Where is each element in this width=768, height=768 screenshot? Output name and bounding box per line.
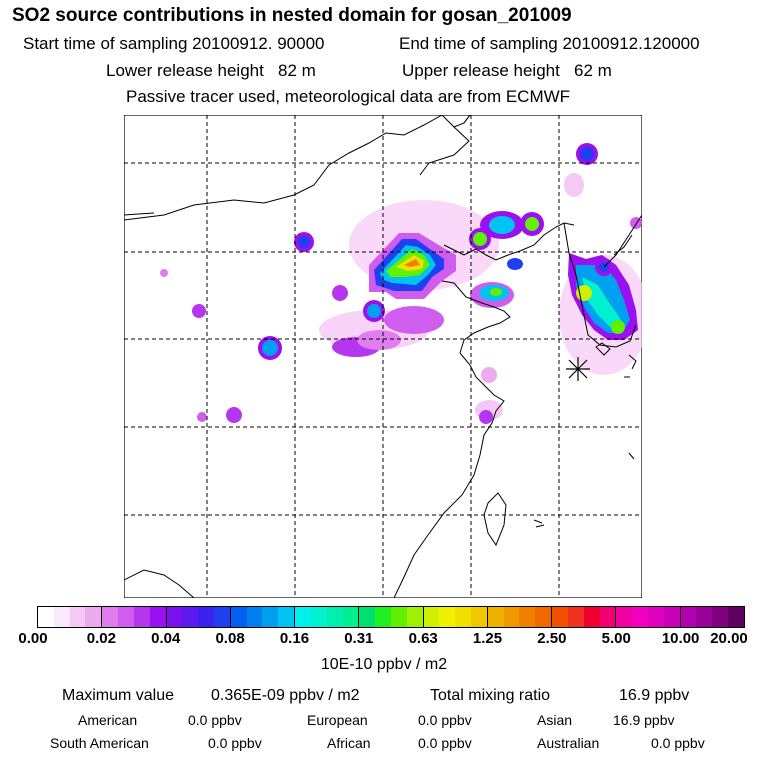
color-scale-tick-label: 5.00 xyxy=(601,630,631,647)
asian-value: 16.9 ppbv xyxy=(613,712,675,728)
start-time-label: Start time of sampling 20100912. 90000 xyxy=(23,34,325,53)
plume-field xyxy=(160,143,642,424)
upper-release-height-label: Upper release height 62 m xyxy=(402,61,612,80)
total-mixing-label: Total mixing ratio xyxy=(430,687,551,704)
color-scale-segment xyxy=(38,607,103,627)
color-scale-tick-label: 10.00 xyxy=(661,630,700,647)
grid-lines xyxy=(124,115,642,598)
european-value: 0.0 ppbv xyxy=(418,712,472,728)
color-scale-segment xyxy=(295,607,360,627)
australian-label: Australian xyxy=(537,735,600,751)
end-time-label: End time of sampling 20100912.120000 xyxy=(399,34,700,53)
color-scale-segment xyxy=(230,607,296,627)
american-value: 0.0 ppbv xyxy=(188,712,242,728)
color-scale-segment xyxy=(102,607,167,627)
color-scale-bar xyxy=(37,606,745,628)
coastline xyxy=(124,115,642,598)
receptor-star-icon xyxy=(566,357,590,381)
european-label: European xyxy=(307,712,368,728)
color-scale-tick-label: 0.02 xyxy=(86,630,116,647)
color-scale-segment xyxy=(359,607,424,627)
american-label: American xyxy=(78,712,138,728)
color-scale-tick-label: 0.08 xyxy=(215,630,245,647)
color-scale-tick-label: 0.63 xyxy=(408,630,438,647)
color-scale-segment xyxy=(487,607,553,627)
african-label: African xyxy=(327,735,371,751)
asian-label: Asian xyxy=(537,712,573,728)
african-value: 0.0 ppbv xyxy=(418,735,472,751)
color-scale-segment xyxy=(423,607,488,627)
color-scale-tick-label: 2.50 xyxy=(537,630,567,647)
color-scale-tick-label: 0.31 xyxy=(344,630,374,647)
concentration-map xyxy=(124,115,642,598)
lower-release-height-label: Lower release height 82 m xyxy=(106,61,316,80)
max-value: 0.365E-09 ppbv / m2 xyxy=(211,687,360,704)
plot-title: SO2 source contributions in nested domai… xyxy=(12,5,572,26)
color-scale-tick-label: 20.00 xyxy=(710,630,748,647)
color-scale-tick-label: 0.16 xyxy=(279,630,310,647)
color-scale-tick-label: 0.04 xyxy=(151,630,181,647)
max-value-label: Maximum value xyxy=(62,687,175,704)
color-scale-segment xyxy=(166,607,231,627)
units-label: 10E-10 ppbv / m2 xyxy=(320,656,448,673)
south-american-value: 0.0 ppbv xyxy=(208,735,262,751)
color-scale-segment xyxy=(552,607,617,627)
color-scale-tick-label: 1.25 xyxy=(472,630,503,647)
color-scale-tick-label: 0.00 xyxy=(18,630,48,647)
total-mixing-value: 16.9 ppbv xyxy=(619,687,690,704)
tracer-note: Passive tracer used, meteorological data… xyxy=(126,87,571,106)
south-american-label: South American xyxy=(50,735,149,751)
color-scale-segment xyxy=(616,607,681,627)
australian-value: 0.0 ppbv xyxy=(651,735,705,751)
color-scale-segment xyxy=(680,607,744,627)
